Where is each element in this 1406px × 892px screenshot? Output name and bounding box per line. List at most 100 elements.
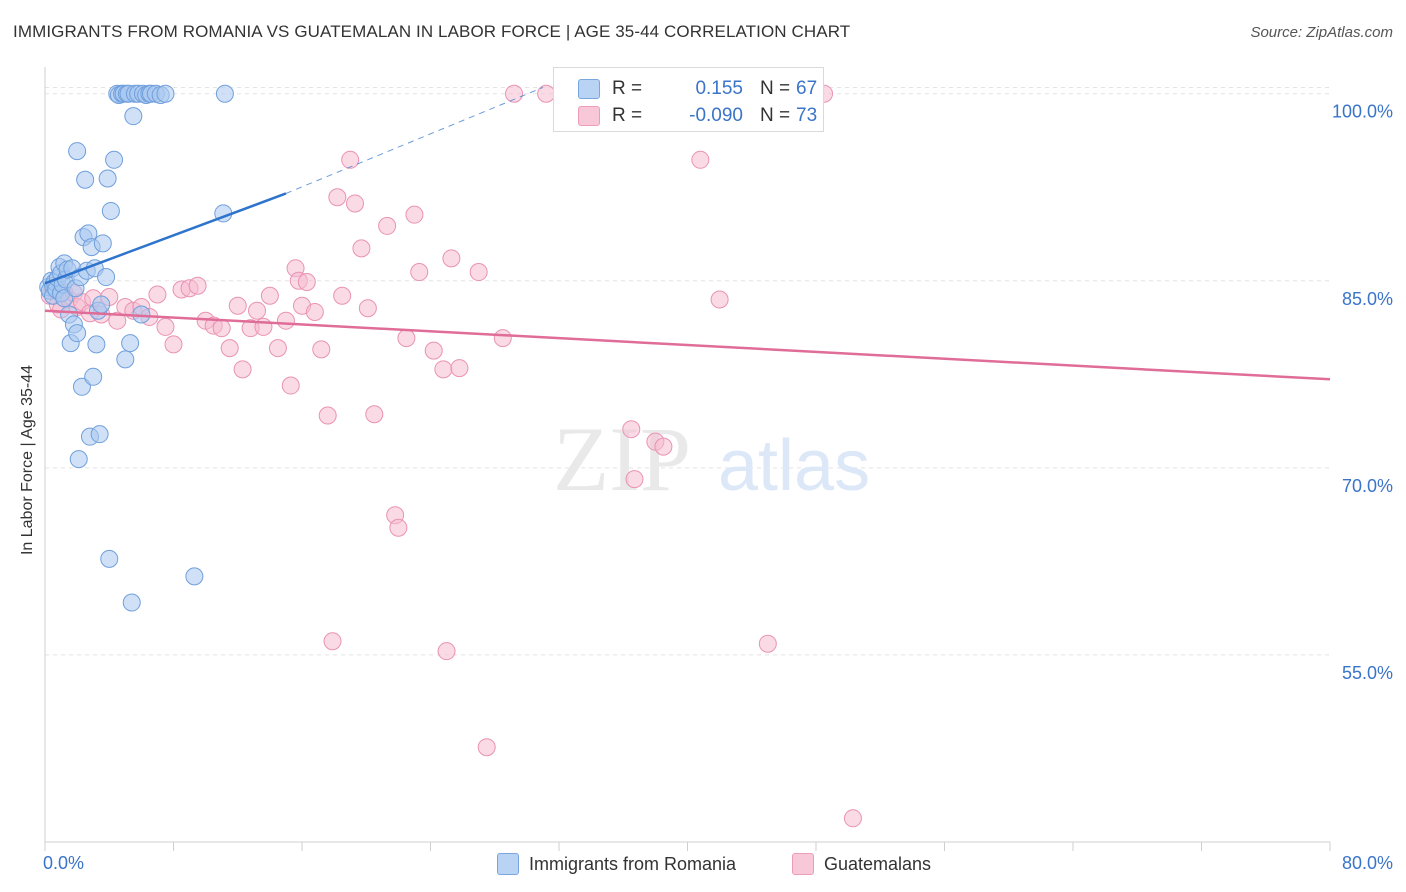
guatemalan-point	[352, 239, 371, 258]
legend-swatch-blue	[578, 79, 600, 99]
guatemalan-point	[424, 341, 443, 360]
guatemalan-point	[397, 329, 416, 348]
watermark-zip: ZIP	[553, 408, 691, 510]
legend-n-label: N =	[760, 105, 791, 126]
guatemalan-point	[758, 634, 777, 653]
romania-point	[98, 169, 117, 188]
romania-point	[72, 377, 91, 396]
legend-swatch-blue	[497, 853, 519, 875]
guatemalan-point	[442, 249, 461, 268]
guatemalan-point	[156, 317, 175, 336]
romania-trend-extension	[285, 87, 544, 194]
guatemalan-point	[276, 311, 295, 330]
legend-swatch-pink	[578, 106, 600, 126]
guatemalan-point	[164, 335, 183, 354]
watermark-atlas: atlas	[718, 426, 870, 506]
romania-point	[121, 334, 140, 353]
guatemalan-point	[505, 84, 524, 103]
guatemalan-point	[312, 340, 331, 359]
guatemalan-point	[691, 150, 710, 169]
guatemalan-point	[341, 150, 360, 169]
romania-point	[122, 593, 141, 612]
guatemalan-point	[233, 360, 252, 379]
romania-point	[68, 142, 87, 161]
y-tick-label: 55.0%	[1342, 663, 1393, 683]
legend-swatch-pink	[792, 853, 814, 875]
legend-r-value: -0.090	[689, 105, 743, 126]
romania-point	[105, 150, 124, 169]
guatemalan-point	[622, 420, 641, 439]
guatemalan-point	[654, 437, 673, 456]
guatemalan-point	[843, 809, 862, 828]
romania-point	[116, 350, 135, 369]
y-tick-label: 85.0%	[1342, 289, 1393, 309]
y-tick-label: 70.0%	[1342, 476, 1393, 496]
romania-point	[124, 107, 143, 126]
guatemalan-point	[188, 276, 207, 295]
romania-point	[90, 425, 109, 444]
romania-point	[215, 84, 234, 103]
guatemalan-point	[477, 738, 496, 757]
guatemalan-trend-line	[44, 309, 1331, 381]
guatemalan-point	[710, 290, 729, 309]
guatemalan-point	[378, 216, 397, 235]
guatemalan-point	[248, 301, 267, 320]
guatemalan-point	[346, 194, 365, 213]
guatemalan-point	[358, 299, 377, 318]
legend-r-label: R =	[612, 105, 643, 126]
guatemalan-point	[220, 339, 239, 358]
legend-label-guatemalans: Guatemalans	[824, 854, 932, 874]
guatemalan-point	[318, 406, 337, 425]
guatemalan-point	[389, 518, 408, 537]
guatemalan-point	[268, 339, 287, 358]
source-label: Source: ZipAtlas.com	[1250, 24, 1393, 41]
romania-point	[68, 324, 87, 343]
romania-point	[185, 567, 204, 586]
x-tick-label: 0.0%	[43, 853, 84, 873]
guatemalan-point	[493, 329, 512, 348]
romania-point	[93, 234, 112, 253]
romania-point	[92, 295, 111, 314]
romania-point	[101, 201, 120, 220]
romania-point	[87, 335, 106, 354]
legend-n-value: 73	[796, 105, 818, 126]
legend-n-value: 67	[796, 78, 818, 99]
guatemalan-point	[297, 273, 316, 292]
guatemalan-point	[333, 286, 352, 305]
romania-point	[97, 268, 116, 287]
legend-n-label: N =	[760, 78, 791, 99]
guatemalan-point	[410, 263, 429, 282]
guatemalan-point	[228, 296, 247, 315]
x-tick-label: 80.0%	[1342, 853, 1393, 873]
chart-title: IMMIGRANTS FROM ROMANIA VS GUATEMALAN IN…	[13, 22, 851, 41]
guatemalan-point	[625, 470, 644, 489]
stats-legend: R = 0.155 N = 67 R = -0.090 N = 73	[553, 67, 824, 132]
guatemalan-point	[148, 285, 167, 304]
guatemalan-point	[212, 319, 231, 338]
romania-point	[55, 289, 74, 308]
romania-point	[156, 84, 175, 103]
romania-point	[69, 450, 88, 469]
legend-label-romania: Immigrants from Romania	[529, 854, 737, 874]
legend-r-label: R =	[612, 78, 643, 99]
legend-r-value: 0.155	[695, 78, 743, 99]
guatemalan-point	[305, 302, 324, 321]
guatemalan-point	[281, 376, 300, 395]
guatemalan-point	[328, 188, 347, 207]
guatemalan-point	[108, 311, 127, 330]
guatemalan-point	[405, 205, 424, 224]
romania-point	[84, 367, 103, 386]
y-tick-label: 100.0%	[1332, 102, 1393, 122]
y-axis-label: In Labor Force | Age 35-44	[19, 364, 36, 556]
romania-trend-line	[44, 192, 287, 285]
guatemalan-point	[365, 405, 384, 424]
guatemalan-point	[323, 632, 342, 651]
guatemalan-point	[469, 263, 488, 282]
guatemalan-point	[450, 359, 469, 378]
romania-point	[100, 549, 119, 568]
guatemalan-point	[260, 286, 279, 305]
romania-point	[76, 170, 95, 189]
guatemalan-point	[434, 360, 453, 379]
guatemalan-point	[437, 642, 456, 661]
